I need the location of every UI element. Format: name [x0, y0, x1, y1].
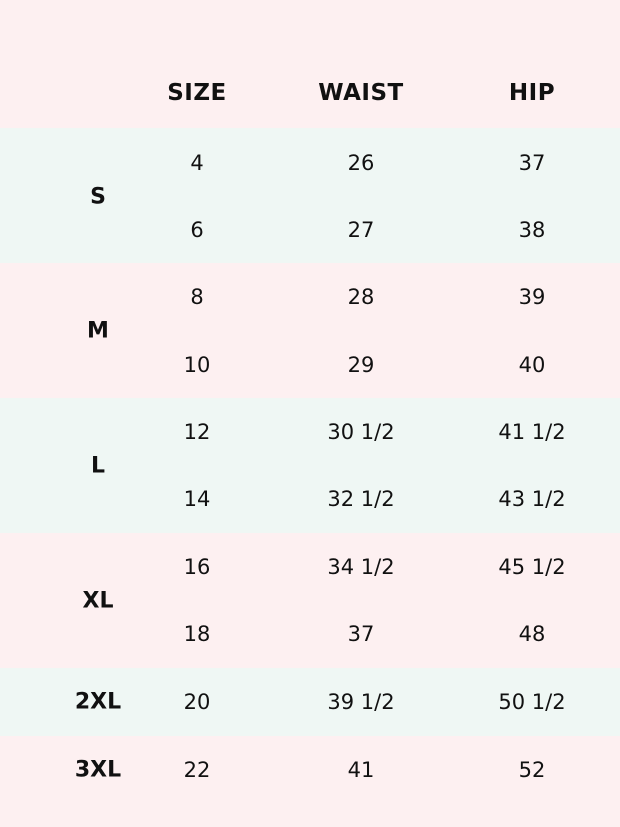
cell-hip: 43 1/2: [498, 487, 566, 511]
cell-hip: 48: [518, 622, 546, 646]
cell-waist: 39 1/2: [327, 690, 395, 714]
cell-hip: 37: [518, 151, 546, 175]
size-group-band: [0, 533, 620, 668]
size-group-label: 2XL: [74, 689, 122, 715]
cell-waist: 26: [347, 151, 375, 175]
cell-size: 8: [190, 285, 204, 309]
cell-hip: 45 1/2: [498, 555, 566, 579]
size-group-band: [0, 398, 620, 533]
header-size: SIZE: [167, 80, 227, 106]
cell-hip: 38: [518, 218, 546, 242]
size-group-band: [0, 736, 620, 827]
cell-waist: 30 1/2: [327, 420, 395, 444]
size-group-label: XL: [82, 588, 114, 613]
size-group-label: M: [87, 318, 109, 344]
cell-size: 20: [183, 690, 211, 714]
cell-size: 22: [183, 758, 211, 782]
cell-waist: 29: [347, 353, 375, 377]
cell-waist: 34 1/2: [327, 555, 395, 579]
cell-waist: 37: [347, 622, 375, 646]
cell-hip: 39: [518, 285, 546, 309]
cell-size: 12: [183, 420, 211, 444]
header-hip: HIP: [508, 80, 556, 106]
size-group-band: [0, 263, 620, 398]
cell-size: 6: [190, 218, 204, 242]
cell-size: 4: [190, 151, 204, 175]
size-group-label: L: [90, 453, 106, 478]
cell-hip: 52: [518, 758, 546, 782]
size-group-band: [0, 128, 620, 263]
cell-waist: 28: [347, 285, 375, 309]
cell-hip: 40: [518, 353, 546, 377]
cell-waist: 41: [347, 758, 375, 782]
cell-hip: 50 1/2: [498, 690, 566, 714]
size-group-label: S: [90, 184, 106, 209]
cell-waist: 27: [347, 218, 375, 242]
cell-size: 18: [183, 622, 211, 646]
cell-hip: 41 1/2: [498, 420, 566, 444]
size-group-label: 3XL: [74, 757, 122, 783]
size-group-band: [0, 668, 620, 736]
cell-waist: 32 1/2: [327, 487, 395, 511]
cell-size: 14: [183, 487, 211, 511]
cell-size: 10: [183, 353, 211, 377]
header-waist: WAIST: [318, 80, 404, 106]
cell-size: 16: [183, 555, 211, 579]
